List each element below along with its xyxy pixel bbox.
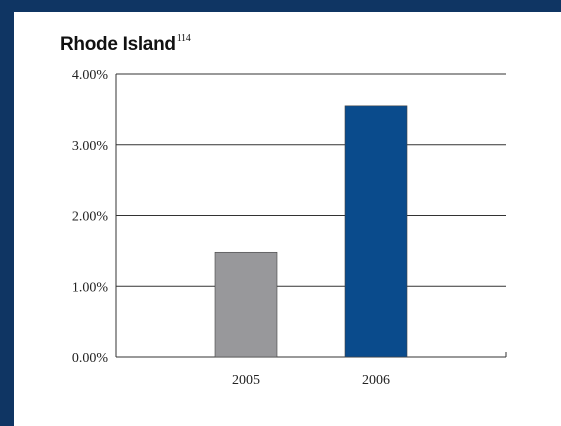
bar-2005 — [214, 251, 278, 358]
x-tick-label: 2006 — [362, 373, 390, 388]
bar-chart: 0.00% 1.00% 2.00% 3.00% 4.00% 2005 2006 — [72, 68, 507, 388]
x-tick-label: 2005 — [232, 373, 260, 388]
bar-layer — [214, 105, 408, 358]
chart-title: Rhode Island114 — [60, 33, 191, 56]
grid-layer — [116, 73, 506, 358]
y-tick-label: 1.00% — [72, 280, 109, 295]
y-tick-label: 4.00% — [72, 68, 109, 83]
title-footnote-marker: 114 — [176, 33, 191, 44]
y-tick-label: 3.00% — [72, 139, 109, 154]
y-tick-label: 2.00% — [72, 210, 109, 225]
axis-layer: 0.00% 1.00% 2.00% 3.00% 4.00% 2005 2006 — [72, 68, 507, 388]
chart-panel: Rhode Island114 0.00% 1.00% 2.00% 3.00% 4.00… — [14, 12, 561, 426]
y-tick-label: 0.00% — [72, 351, 109, 366]
chart-title-text: Rhode Island — [60, 34, 176, 55]
bar-2006 — [344, 105, 408, 358]
